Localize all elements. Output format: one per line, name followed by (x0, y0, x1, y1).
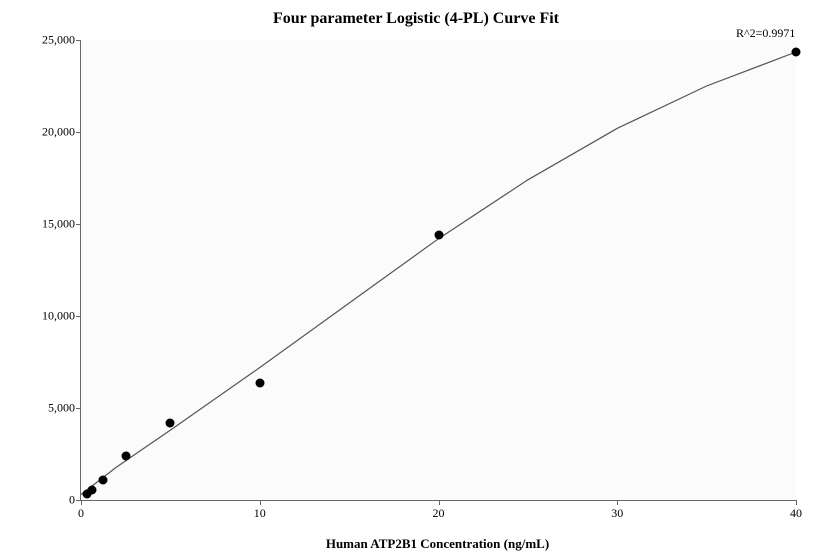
data-point (88, 485, 97, 494)
data-point (99, 475, 108, 484)
x-tick-label: 40 (790, 500, 802, 521)
y-tick-label: 20,000 (42, 125, 81, 140)
data-point (121, 451, 130, 460)
fit-curve (81, 40, 796, 500)
plot-area: 05,00010,00015,00020,00025,000010203040R… (80, 40, 796, 501)
y-tick-label: 10,000 (42, 309, 81, 324)
chart-container: Four parameter Logistic (4-PL) Curve Fit… (0, 0, 832, 560)
y-tick-label: 5,000 (48, 401, 81, 416)
y-tick-label: 25,000 (42, 33, 81, 48)
r-squared-annotation: R^2=0.9971 (736, 26, 795, 41)
x-tick-label: 30 (611, 500, 623, 521)
chart-title: Four parameter Logistic (4-PL) Curve Fit (0, 10, 832, 28)
y-tick-label: 15,000 (42, 217, 81, 232)
x-axis-label: Human ATP2B1 Concentration (ng/mL) (80, 536, 795, 552)
x-tick-label: 20 (433, 500, 445, 521)
data-point (792, 47, 801, 56)
x-tick-label: 10 (254, 500, 266, 521)
data-point (255, 379, 264, 388)
data-point (166, 418, 175, 427)
data-point (434, 231, 443, 240)
x-tick-label: 0 (78, 500, 84, 521)
